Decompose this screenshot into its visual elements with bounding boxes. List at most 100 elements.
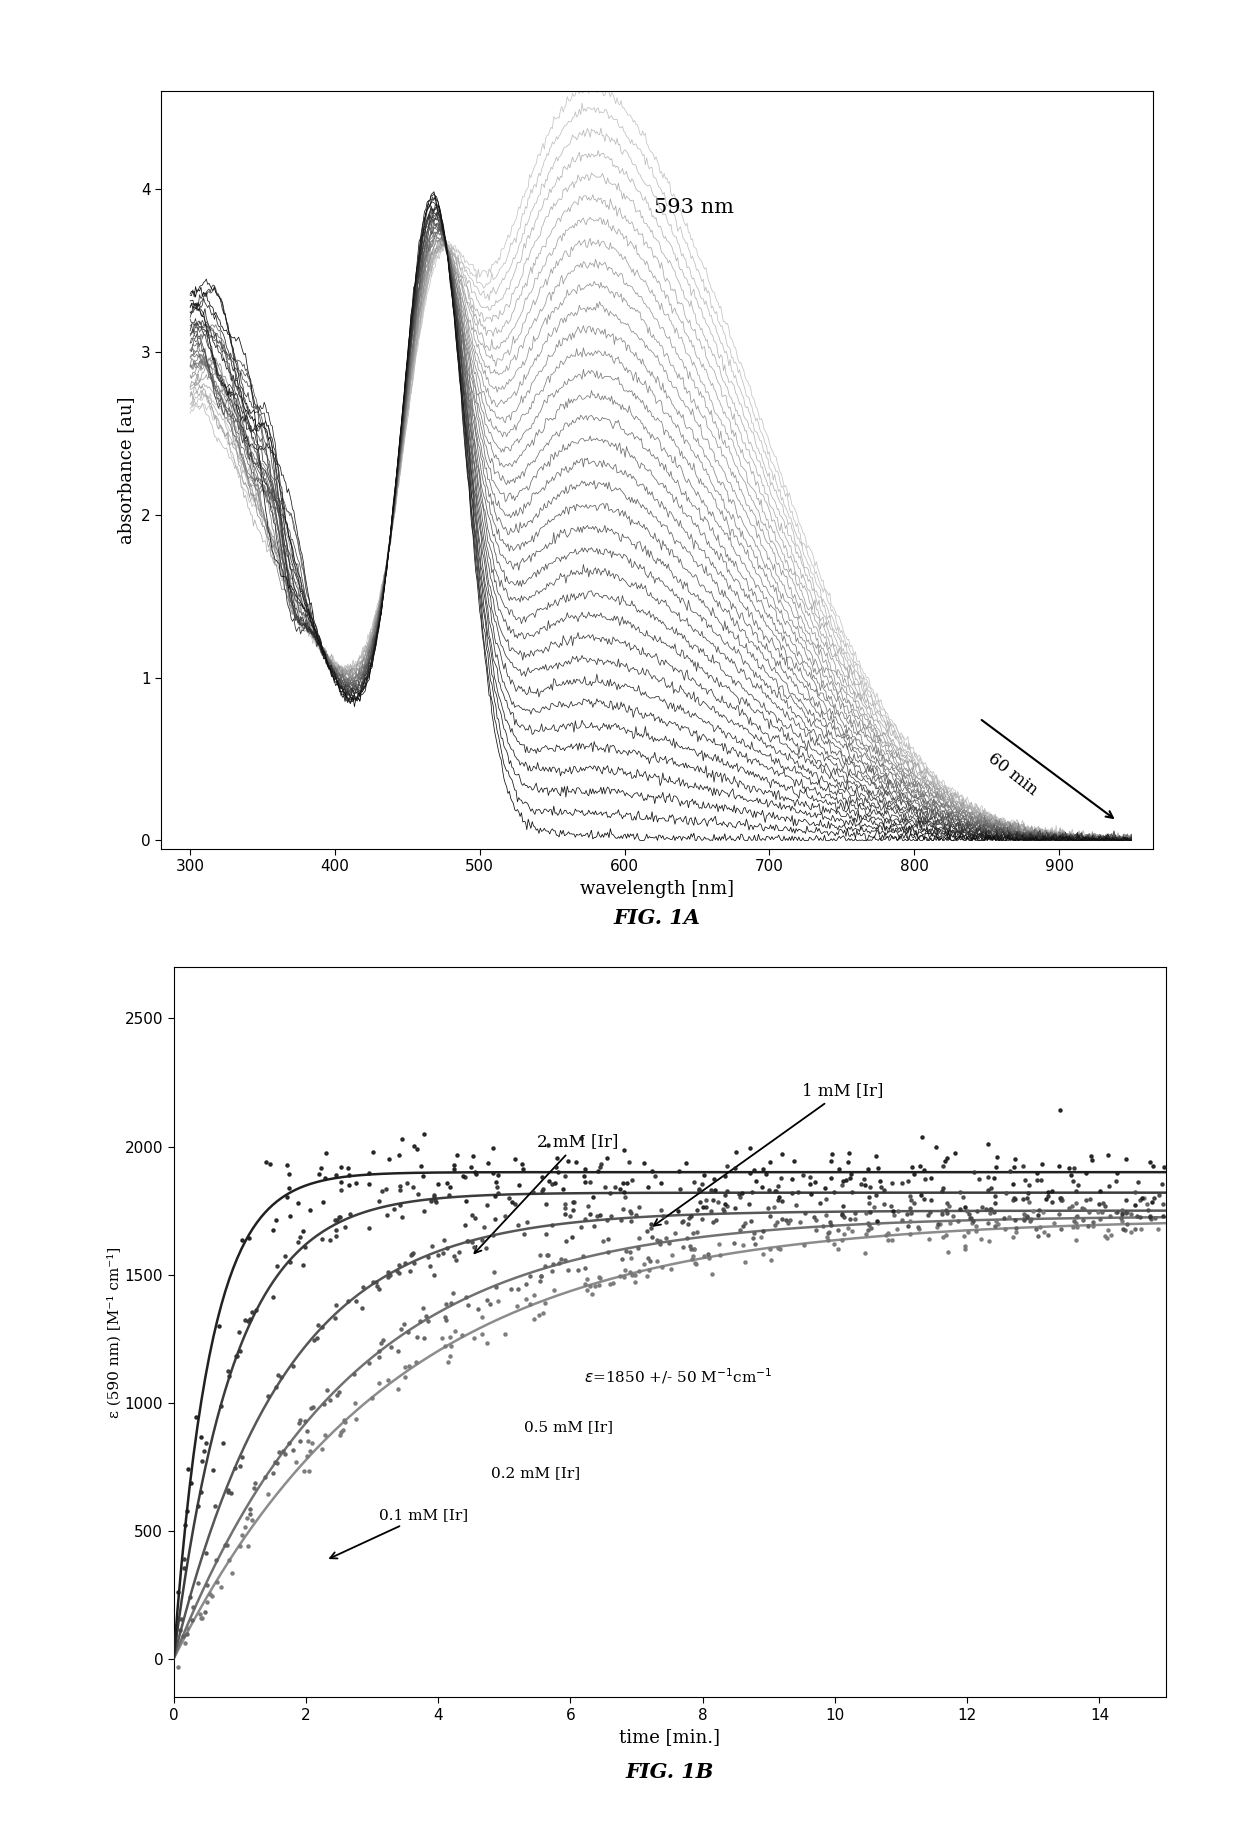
Point (367, 1272, 387, 1301)
Point (502, 1188, 522, 1217)
Point (932, 1177, 952, 1206)
Point (904, 1188, 924, 1217)
Point (647, 1226, 667, 1256)
Point (171, 1604, 191, 1633)
Point (955, 1232, 975, 1261)
Point (1068, 1201, 1087, 1230)
Point (704, 1164, 724, 1194)
Point (955, 1236, 975, 1265)
Point (1121, 1199, 1141, 1228)
Point (542, 1256, 562, 1285)
Point (293, 1250, 312, 1279)
Point (1080, 1184, 1100, 1214)
Point (290, 1405, 310, 1434)
Point (882, 1168, 901, 1197)
Point (1068, 1212, 1087, 1241)
Point (724, 1228, 744, 1257)
Point (300, 1436, 320, 1465)
Point (1032, 1150, 1052, 1179)
Point (615, 1183, 635, 1212)
Point (693, 1241, 713, 1270)
Point (972, 1192, 992, 1221)
Point (740, 1133, 760, 1163)
Point (334, 1414, 353, 1444)
Point (464, 1141, 484, 1170)
Point (177, 1455, 197, 1484)
Point (376, 1175, 396, 1204)
Point (370, 1369, 389, 1398)
Point (296, 1442, 316, 1471)
Point (244, 1473, 264, 1502)
Point (436, 1168, 456, 1197)
Point (538, 1130, 558, 1159)
Point (414, 1197, 434, 1226)
Point (753, 1239, 773, 1268)
Point (589, 1270, 609, 1299)
Point (611, 1206, 631, 1236)
Point (692, 1204, 712, 1234)
Point (1099, 1215, 1118, 1245)
Point (553, 1173, 573, 1203)
Point (1116, 1197, 1136, 1226)
Point (828, 1215, 848, 1245)
Point (1141, 1204, 1161, 1234)
Point (465, 1232, 485, 1261)
Point (1115, 1215, 1135, 1245)
Point (880, 1192, 900, 1221)
Point (507, 1274, 527, 1303)
Point (859, 1210, 879, 1239)
Text: FIG. 1B: FIG. 1B (625, 1761, 714, 1781)
Point (258, 1382, 278, 1411)
Point (556, 1226, 575, 1256)
Point (821, 1146, 841, 1175)
Point (687, 1195, 707, 1225)
Point (618, 1168, 637, 1197)
Point (884, 1201, 904, 1230)
Point (615, 1256, 635, 1285)
Point (360, 1349, 379, 1378)
Point (487, 1287, 507, 1316)
Point (422, 1232, 441, 1261)
Point (795, 1199, 815, 1228)
Point (191, 1476, 211, 1506)
Point (868, 1208, 888, 1237)
Point (915, 1164, 935, 1194)
Point (900, 1181, 920, 1210)
Point (579, 1192, 599, 1221)
Point (637, 1217, 657, 1246)
Point (1001, 1157, 1021, 1186)
Point (206, 1546, 226, 1575)
Point (211, 1573, 231, 1602)
Point (620, 1237, 640, 1267)
Point (573, 1241, 593, 1270)
Point (1038, 1177, 1058, 1206)
Point (532, 1163, 552, 1192)
Point (901, 1199, 921, 1228)
Point (1027, 1159, 1047, 1188)
Point (759, 1175, 779, 1204)
Point (339, 1161, 358, 1190)
Point (622, 1261, 642, 1290)
Point (878, 1226, 898, 1256)
Point (966, 1212, 986, 1241)
Point (343, 1360, 363, 1389)
Point (583, 1279, 603, 1309)
Point (495, 1201, 515, 1230)
Point (449, 1237, 469, 1267)
Point (986, 1188, 1006, 1217)
Point (776, 1206, 796, 1236)
Point (293, 1217, 312, 1246)
Point (904, 1159, 924, 1188)
Point (1004, 1184, 1024, 1214)
Point (600, 1270, 620, 1299)
Point (1131, 1186, 1151, 1215)
Point (288, 1226, 308, 1256)
Point (547, 1144, 567, 1173)
Point (326, 1161, 346, 1190)
Point (489, 1179, 508, 1208)
Point (939, 1237, 959, 1267)
Point (330, 1203, 350, 1232)
Point (1064, 1153, 1084, 1183)
Point (822, 1139, 842, 1168)
Point (714, 1181, 734, 1210)
